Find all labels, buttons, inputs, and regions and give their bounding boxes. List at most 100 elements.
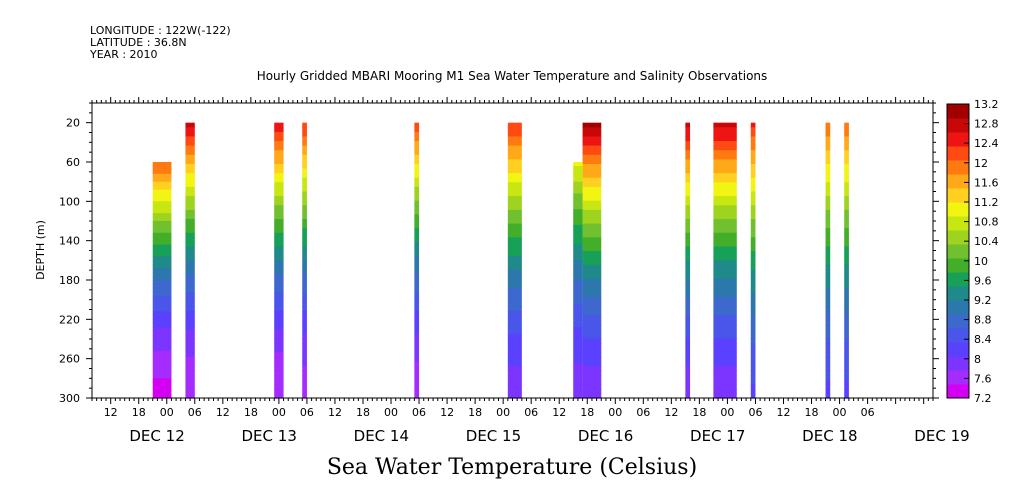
profile-cell	[185, 315, 195, 321]
profile-cell	[274, 370, 284, 376]
x-hour-tick-label: 12	[552, 406, 566, 419]
profile-cell	[274, 196, 284, 202]
profile-cell	[274, 246, 284, 252]
profile-cell	[507, 310, 522, 316]
profile-cell	[302, 388, 307, 395]
profile-bar-7	[582, 122, 602, 399]
profile-cell	[825, 274, 831, 280]
profile-cell	[685, 365, 691, 372]
profile-cell	[507, 186, 522, 193]
profile-cell	[414, 260, 420, 266]
profile-cell	[713, 329, 737, 335]
profile-cell	[713, 301, 737, 307]
profile-cell	[713, 384, 737, 390]
profile-cell	[185, 145, 195, 151]
profile-cell	[573, 165, 583, 171]
profile-cell	[713, 127, 737, 133]
profile-cell	[713, 319, 737, 326]
profile-cell	[185, 163, 195, 170]
profile-cell	[573, 374, 583, 379]
colorbar-tick-label: 10	[974, 255, 988, 268]
profile-cell	[713, 122, 737, 128]
profile-cell	[573, 315, 583, 320]
profile-cell	[582, 131, 602, 138]
profile-cell	[414, 251, 420, 257]
profile-cell	[825, 127, 831, 133]
profile-cell	[825, 191, 831, 197]
profile-cell	[750, 310, 756, 316]
profile-cell	[582, 315, 602, 321]
profile-cell	[152, 173, 172, 179]
profile-cell	[302, 173, 307, 179]
profile-cell	[185, 141, 195, 147]
profile-cell	[152, 370, 172, 375]
profile-cell	[507, 352, 522, 358]
profile-cell	[573, 213, 583, 218]
profile-cell	[825, 278, 831, 284]
profile-cell	[274, 375, 284, 381]
profile-bar-5	[414, 122, 420, 399]
profile-cell	[185, 168, 195, 174]
profile-cell	[750, 163, 756, 170]
profile-cell	[582, 159, 602, 165]
profile-cell	[302, 278, 307, 284]
profile-cell	[582, 347, 602, 353]
profile-cell	[685, 145, 691, 151]
profile-cell	[302, 310, 307, 316]
profile-cell	[713, 379, 737, 385]
profile-cell	[685, 223, 691, 229]
profile-cell	[414, 228, 420, 234]
profile-cell	[582, 168, 602, 174]
colorbar-tick-label: 10.4	[974, 235, 999, 248]
profile-cell	[825, 131, 831, 138]
profile-cell	[573, 370, 583, 375]
profile-cell	[302, 274, 307, 280]
profile-cell	[582, 241, 602, 248]
profile-cell	[414, 246, 420, 252]
profile-cell	[274, 241, 284, 248]
profile-cell	[582, 177, 602, 183]
profile-cell	[274, 379, 284, 385]
profile-cell	[302, 379, 307, 385]
colorbar-tick-label: 9.6	[974, 274, 992, 287]
profile-cell	[844, 315, 849, 321]
colorbar-tick-label: 8.4	[974, 333, 992, 346]
profile-cell	[713, 264, 737, 271]
x-hour-tick-label: 06	[188, 406, 202, 419]
profile-cell	[582, 127, 602, 133]
profile-cell	[152, 244, 172, 250]
profile-cell	[414, 141, 420, 147]
profile-cell	[414, 150, 420, 156]
x-hour-tick-label: 00	[384, 406, 398, 419]
x-hour-tick-label: 06	[524, 406, 538, 419]
profile-cell	[507, 324, 522, 330]
profile-cell	[825, 159, 831, 165]
profile-cell	[713, 388, 737, 395]
x-day-label: DEC 15	[466, 427, 521, 445]
profile-cell	[582, 329, 602, 335]
profile-cell	[825, 163, 831, 170]
colorbar-tick-label: 12	[974, 157, 988, 170]
profile-cell	[573, 319, 583, 324]
profile-cell	[750, 329, 756, 335]
profile-cell	[825, 379, 831, 385]
profile-cell	[414, 319, 420, 326]
profile-cell	[844, 168, 849, 174]
profile-cell	[414, 159, 420, 165]
profile-cell	[844, 310, 849, 316]
profile-cell	[573, 331, 583, 336]
profile-cell	[825, 375, 831, 381]
x-hour-tick-label: 00	[720, 406, 734, 419]
profile-cell	[152, 386, 172, 391]
profile-cell	[152, 382, 172, 387]
profile-cell	[302, 283, 307, 289]
profile-cell	[825, 205, 831, 211]
profile-cell	[507, 159, 522, 165]
profile-cell	[507, 214, 522, 220]
profile-cell	[825, 301, 831, 307]
profile-cell	[825, 141, 831, 147]
profile-cell	[507, 219, 522, 225]
profile-cell	[713, 365, 737, 372]
profile-cell	[573, 177, 583, 183]
profile-cell	[685, 186, 691, 193]
